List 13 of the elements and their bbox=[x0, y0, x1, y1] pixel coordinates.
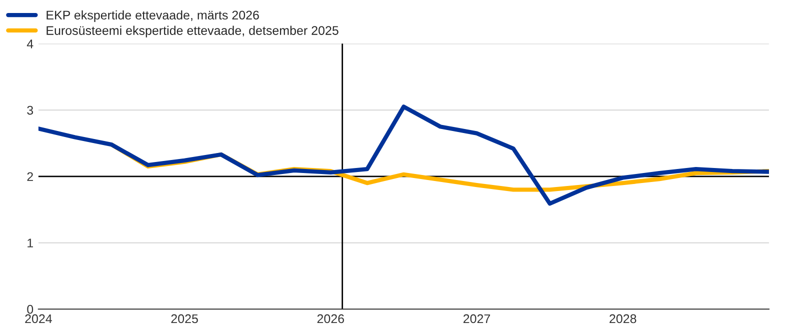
x-tick-label: 2024 bbox=[25, 314, 52, 324]
y-tick-label: 1 bbox=[28, 238, 33, 248]
y-tick-label: 2 bbox=[27, 172, 33, 181]
x-tick-label: 2028 bbox=[610, 314, 636, 324]
y-tick-label: 4 bbox=[26, 40, 34, 48]
line-series bbox=[38, 104, 769, 206]
legend-label: EKP ekspertide ettevaade, märts 2026 bbox=[46, 10, 259, 22]
x-tick-label: 2026 bbox=[317, 314, 344, 324]
y-tick-label: 0 bbox=[27, 304, 34, 314]
x-tick-label: 2025 bbox=[171, 314, 198, 324]
y-tick-label: 3 bbox=[27, 106, 34, 115]
legend-label: Eurosüsteemi ekspertide ettevaade, detsember 2025 bbox=[46, 26, 338, 38]
x-tick-label: 2027 bbox=[463, 314, 490, 324]
